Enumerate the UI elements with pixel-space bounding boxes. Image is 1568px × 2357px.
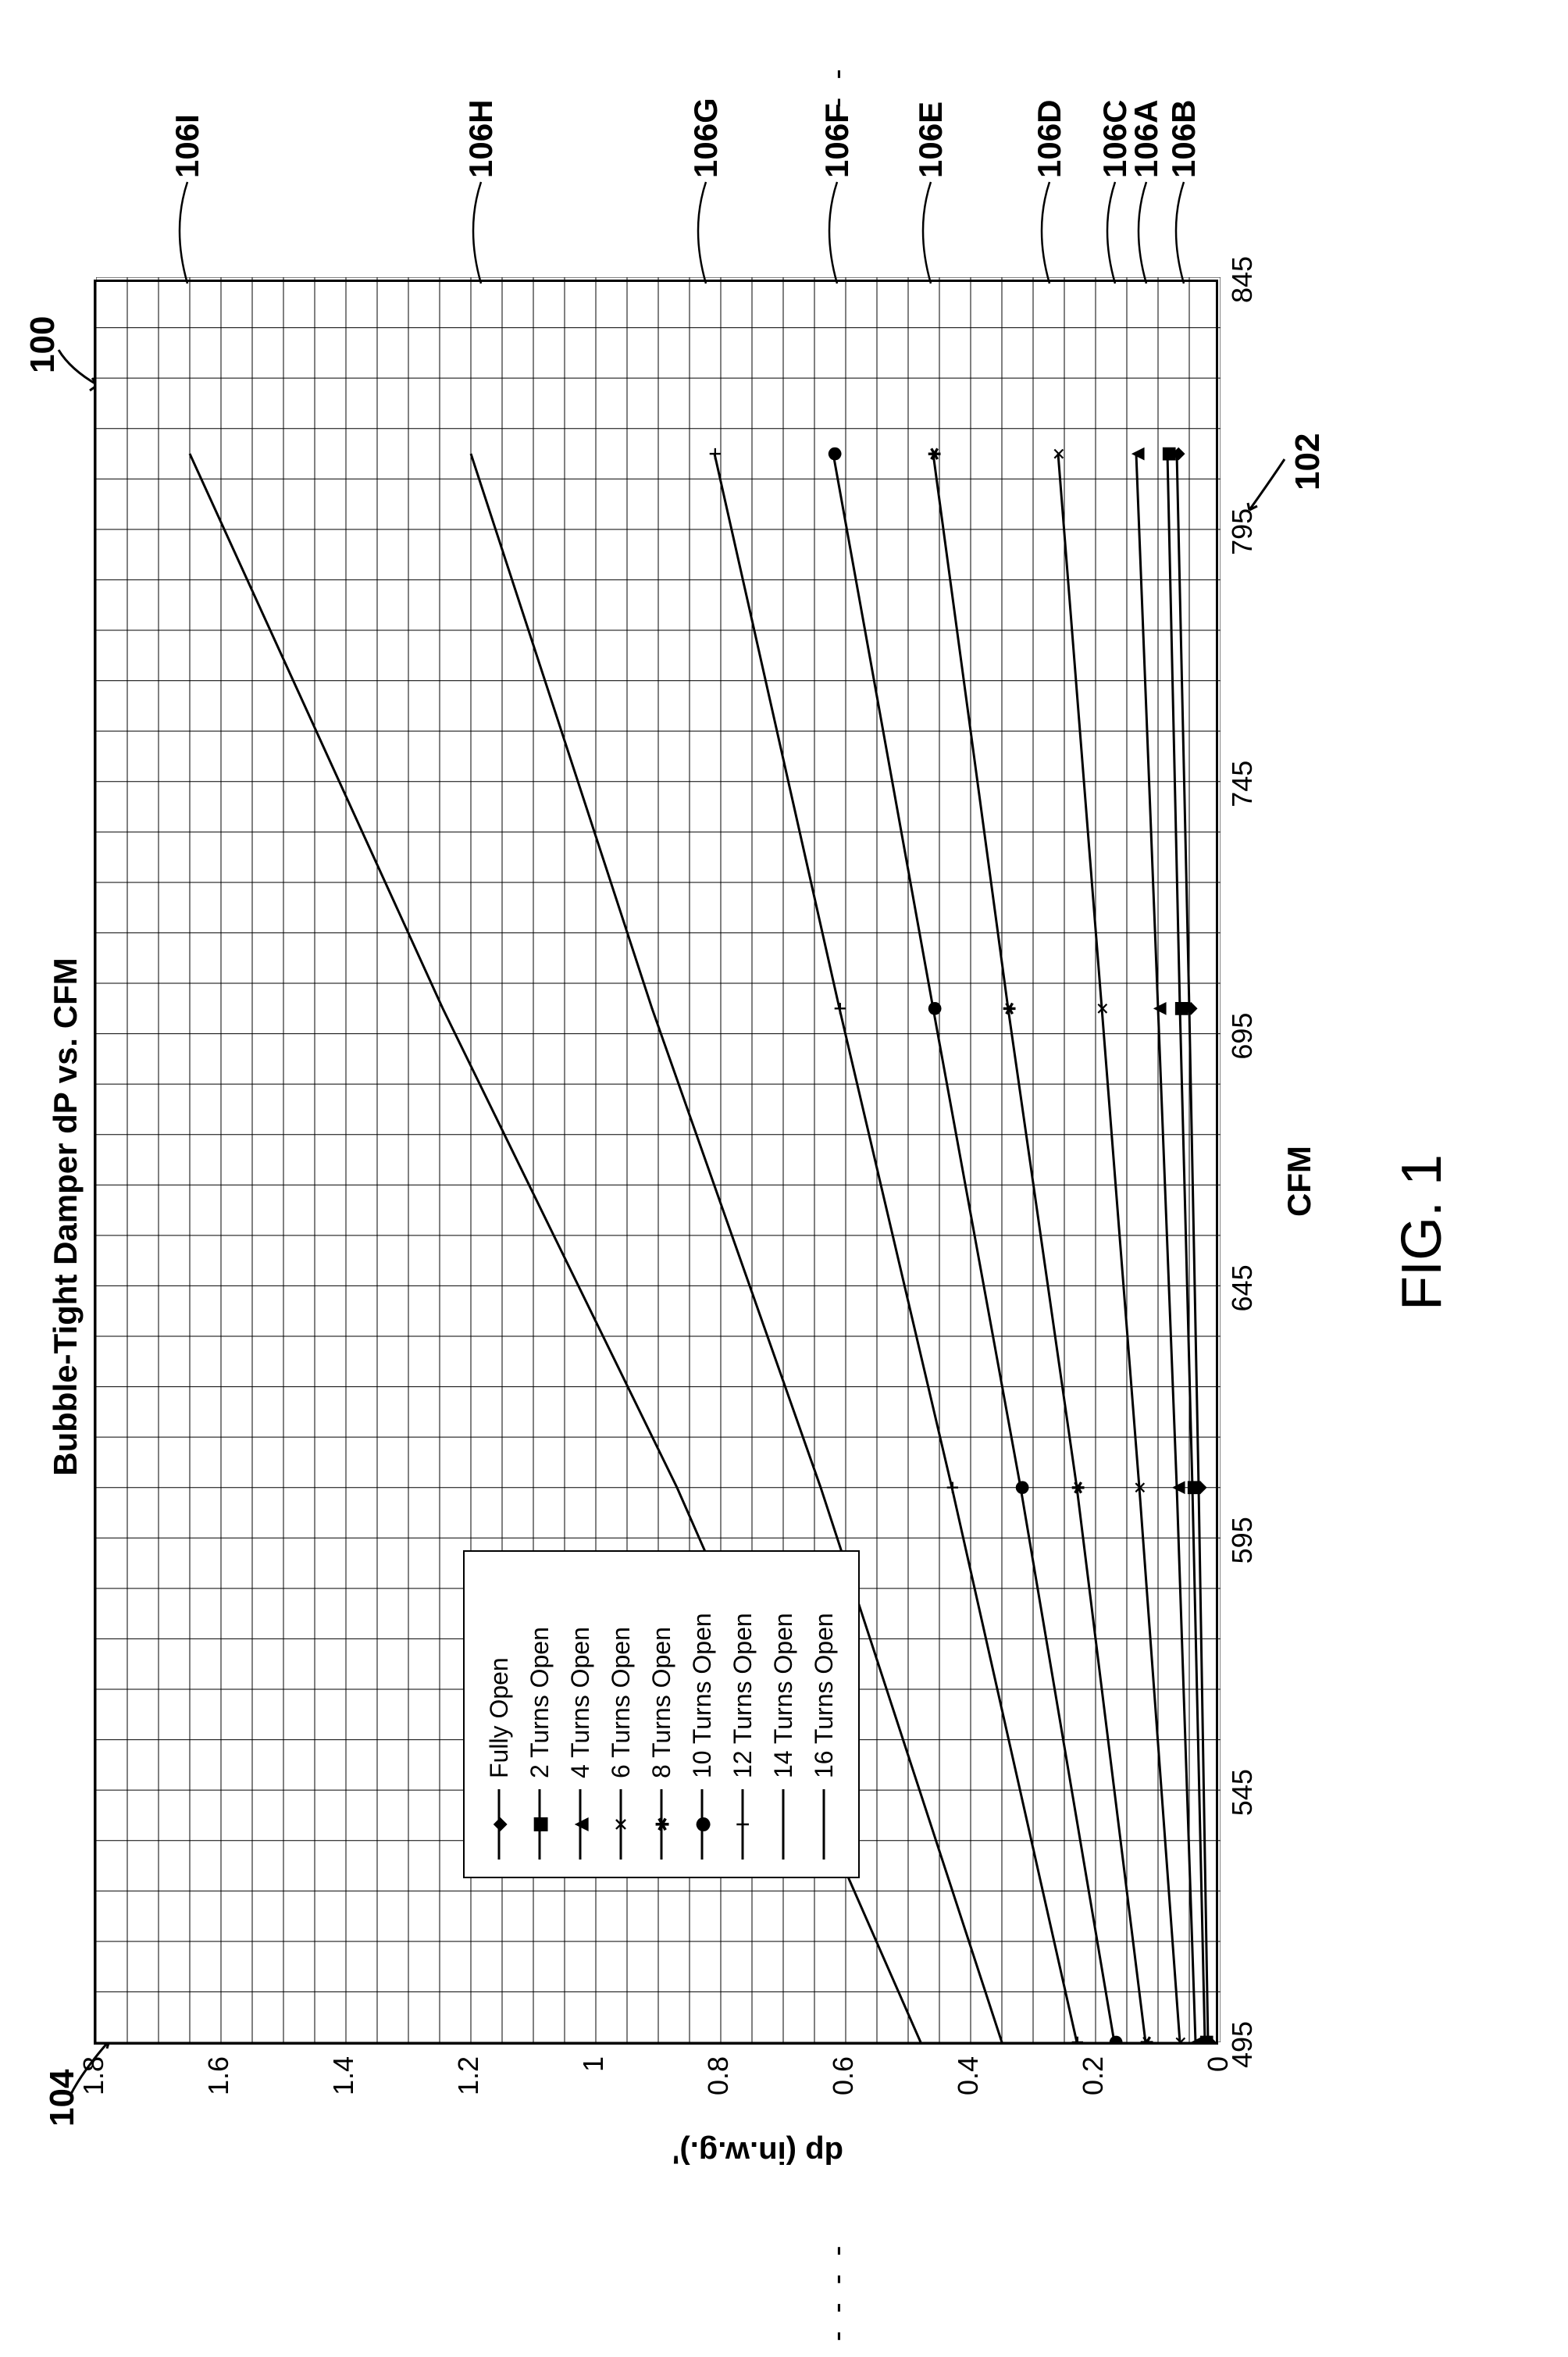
legend-label: 2 Turns Open xyxy=(526,1627,554,1778)
series-line-106D xyxy=(1058,454,1180,2042)
x-tick-label: 595 xyxy=(1226,1517,1259,1564)
x-axis-label: CFM xyxy=(1281,1146,1318,1217)
dash-left: - - - - xyxy=(820,2241,855,2341)
dash-right: - - xyxy=(820,64,855,108)
series-marker: ✱ xyxy=(1133,2035,1159,2042)
x-tick-label: 795 xyxy=(1226,508,1259,555)
legend-swatch: ● xyxy=(682,1789,722,1860)
chart-title: Bubble-Tight Damper dP vs. CFM xyxy=(47,280,84,2154)
y-tick-label: 1 xyxy=(577,2056,610,2127)
rotated-page: Bubble-Tight Damper dP vs. CFM 100 104 ◆… xyxy=(0,0,1568,2357)
series-marker: + xyxy=(939,1481,965,1494)
series-marker: + xyxy=(1064,2036,1090,2042)
callout-line xyxy=(1026,174,1073,291)
legend-swatch: × xyxy=(600,1789,641,1860)
legend-item-106G: +12 Turns Open xyxy=(722,1569,763,1860)
series-line-106E xyxy=(933,454,1146,2042)
series-marker: × xyxy=(1167,2036,1193,2042)
legend-label: 6 Turns Open xyxy=(607,1627,636,1778)
legend-box: ◆ Fully Open■ 2 Turns Open▲ 4 Turns Open× 6 … xyxy=(463,1550,860,1878)
legend-label: 14 Turns Open xyxy=(769,1613,798,1778)
legend-label: 4 Turns Open xyxy=(566,1627,595,1778)
callout-106D: 106D xyxy=(1031,100,1068,178)
legend-item-106D: × 6 Turns Open xyxy=(600,1569,641,1860)
y-tick-label: 0 xyxy=(1202,2056,1235,2127)
legend-item-106C: ▲ 4 Turns Open xyxy=(560,1569,600,1860)
series-marker: + xyxy=(827,1002,853,1015)
y-tick-label: 1.4 xyxy=(327,2056,360,2127)
y-tick-label: 0.6 xyxy=(827,2056,860,2127)
series-marker: ● xyxy=(921,1002,946,1015)
series-line-106F xyxy=(833,454,1114,2042)
legend-swatch xyxy=(804,1789,844,1860)
series-marker: ● xyxy=(1008,1481,1034,1494)
legend-swatch: ▲ xyxy=(560,1789,600,1860)
legend-item-106A: ◆ Fully Open xyxy=(479,1569,519,1860)
legend-label: Fully Open xyxy=(485,1657,514,1778)
series-marker: ■ xyxy=(1155,447,1181,460)
chart-area: 104 ◆◆◆◆■■■■▲▲▲▲××××✱✱✱✱●●●●++++ ◆Fully … xyxy=(94,280,1312,2154)
series-marker: × xyxy=(1089,1002,1115,1015)
y-tick-label: 1.6 xyxy=(202,2056,235,2127)
series-marker: × xyxy=(1127,1481,1153,1494)
legend-item-106F: ● 10 Turns Open xyxy=(682,1569,722,1860)
callout-line xyxy=(814,174,861,291)
series-marker: ▲ xyxy=(1124,447,1149,460)
callout-106B: 106B xyxy=(1165,100,1203,178)
y-axis-label: dp (in.w.g.)' xyxy=(672,2134,843,2170)
ref-100: 100 xyxy=(23,316,62,373)
legend-swatch: ◆ xyxy=(479,1789,519,1860)
callout-106F: 106F xyxy=(818,103,856,178)
x-tick-label: 645 xyxy=(1226,1264,1259,1311)
series-marker: ✱ xyxy=(921,447,946,460)
legend-item-106B: ■ 2 Turns Open xyxy=(519,1569,560,1860)
ref-102: 102 xyxy=(1288,433,1327,490)
series-marker: × xyxy=(1046,448,1071,461)
callout-106H: 106H xyxy=(462,100,500,178)
series-marker: + xyxy=(702,448,728,461)
series-marker: ● xyxy=(1102,2035,1128,2042)
x-tick-label: 545 xyxy=(1226,1769,1259,1816)
callout-line xyxy=(458,174,504,291)
legend-swatch: + xyxy=(722,1789,763,1860)
legend-label: 16 Turns Open xyxy=(810,1613,839,1778)
legend-label: 8 Turns Open xyxy=(647,1627,676,1778)
series-marker: ✱ xyxy=(1064,1481,1090,1494)
figure-label: FIG. 1 xyxy=(1390,1154,1454,1310)
callout-line xyxy=(907,174,954,291)
series-marker: ▲ xyxy=(1146,1002,1171,1015)
x-tick-label: 745 xyxy=(1226,761,1259,808)
callout-106G: 106G xyxy=(687,98,725,178)
series-line-106B xyxy=(1167,454,1205,2042)
series-marker: ● xyxy=(821,447,846,460)
callout-106I: 106I xyxy=(169,114,206,178)
y-tick-label: 0.2 xyxy=(1077,2056,1110,2127)
y-tick-label: 0.4 xyxy=(952,2056,985,2127)
legend-item-106I: 16 Turns Open xyxy=(804,1569,844,1860)
legend-swatch: ■ xyxy=(519,1789,560,1860)
legend-item-106E: ✱ 8 Turns Open xyxy=(641,1569,682,1860)
x-tick-label: 845 xyxy=(1226,256,1259,303)
legend-swatch: ✱ xyxy=(641,1789,682,1860)
series-marker: ▲ xyxy=(1164,1481,1190,1494)
legend-label: 10 Turns Open xyxy=(688,1613,717,1778)
series-line-106A xyxy=(1177,454,1208,2042)
y-tick-label: 0.8 xyxy=(702,2056,735,2127)
legend-item-106H: 14 Turns Open xyxy=(763,1569,804,1860)
ref-104: 104 xyxy=(43,2070,82,2127)
legend-label: 12 Turns Open xyxy=(729,1613,757,1778)
callout-line xyxy=(164,174,211,291)
y-tick-label: 1.2 xyxy=(452,2056,485,2127)
callout-line xyxy=(682,174,729,291)
callout-106E: 106E xyxy=(912,102,950,178)
y-tick-label: 1.8 xyxy=(77,2056,110,2127)
callout-line xyxy=(1160,174,1207,291)
plot-area: ◆◆◆◆■■■■▲▲▲▲××××✱✱✱✱●●●●++++ ◆Fully Open… xyxy=(94,280,1218,2045)
x-tick-label: 695 xyxy=(1226,1013,1259,1060)
series-marker: ✱ xyxy=(996,1002,1021,1015)
legend-swatch xyxy=(763,1789,804,1860)
callout-106A: 106A xyxy=(1128,100,1165,178)
